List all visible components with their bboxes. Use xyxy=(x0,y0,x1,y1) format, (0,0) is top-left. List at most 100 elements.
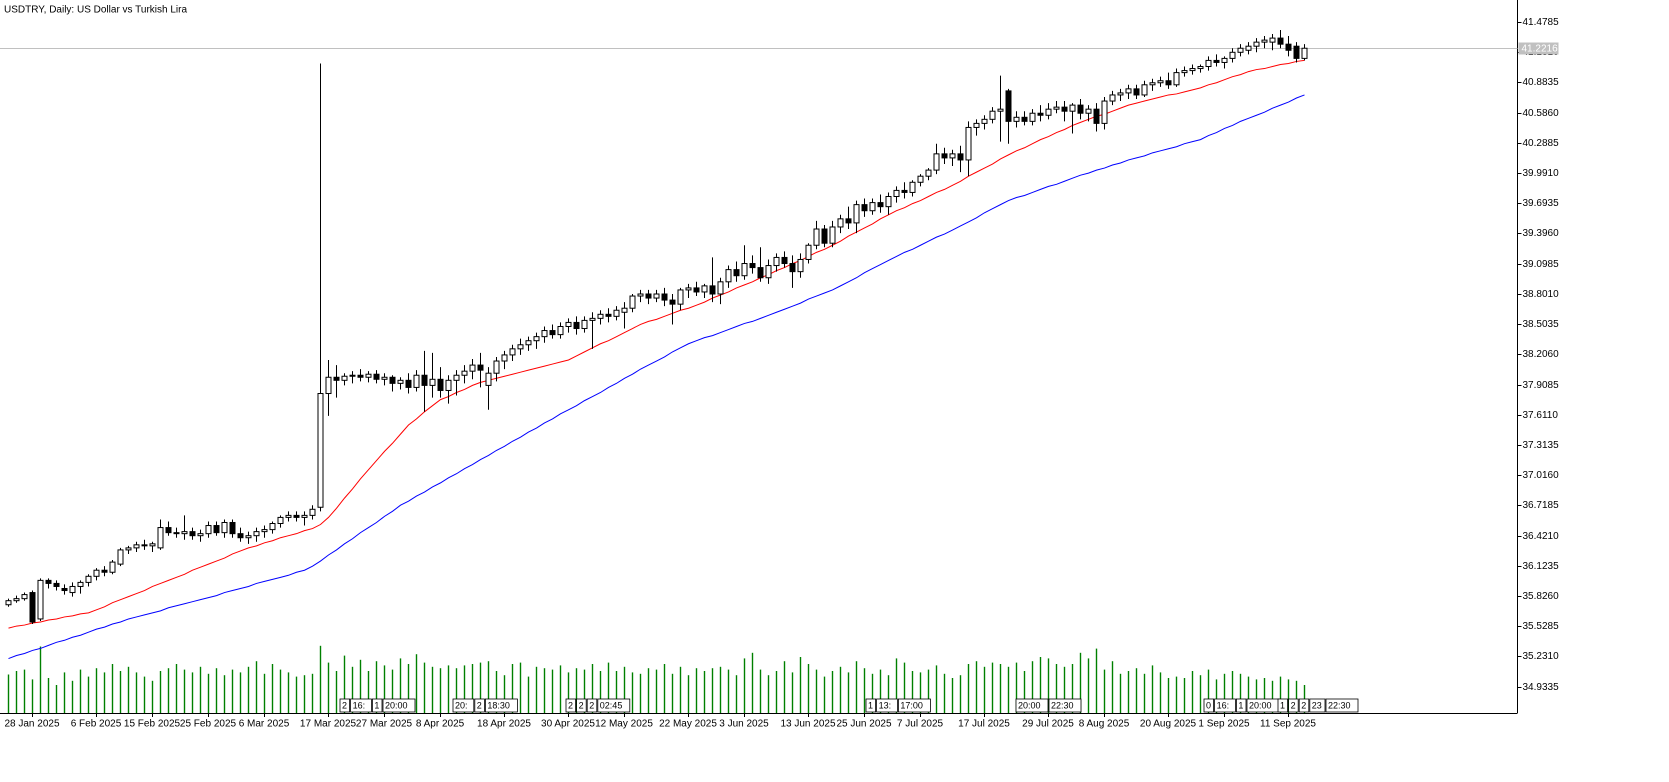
candle-body xyxy=(325,376,332,395)
candle-body xyxy=(333,376,340,381)
y-tick-label: 36.7185 xyxy=(1523,500,1560,511)
event-marker xyxy=(1298,698,1310,713)
candle-body xyxy=(829,226,836,244)
candle-body xyxy=(349,374,356,377)
y-tick-label: 37.9085 xyxy=(1523,380,1560,391)
event-marker xyxy=(597,698,631,713)
candle-body xyxy=(1285,43,1292,51)
y-tick-label: 40.2885 xyxy=(1523,138,1560,149)
event-marker xyxy=(1236,698,1247,713)
candle-body xyxy=(589,317,596,321)
candle-body xyxy=(29,592,36,623)
x-tick-label: 13 Jun 2025 xyxy=(780,719,835,730)
y-tick-label: 39.0985 xyxy=(1523,259,1560,270)
candle-body xyxy=(1045,108,1052,116)
event-marker xyxy=(350,698,372,713)
ticks: 41.478541.181040.883540.586040.288539.99… xyxy=(0,17,1559,730)
candle-body xyxy=(885,196,892,208)
candle-body xyxy=(941,153,948,159)
y-tick-label: 35.2310 xyxy=(1523,651,1560,662)
candle-body xyxy=(773,256,780,267)
candle-body xyxy=(925,169,932,177)
event-label: 23 xyxy=(1312,700,1322,710)
candle-body xyxy=(845,218,852,224)
event-label: 20:00 xyxy=(1018,700,1041,710)
event-label: 1 xyxy=(1280,700,1285,710)
candle-body xyxy=(749,263,756,269)
candle-body xyxy=(917,175,924,183)
candle-body xyxy=(157,527,164,549)
candle-body xyxy=(1101,100,1108,124)
event-marker xyxy=(484,698,518,713)
event-label: 2 xyxy=(342,700,347,710)
candle-body xyxy=(949,153,956,159)
candle-body xyxy=(1221,57,1228,63)
candle-body xyxy=(477,364,484,371)
candle-body xyxy=(37,579,44,620)
candle-body xyxy=(1005,90,1012,122)
candle-body xyxy=(373,373,380,380)
candle-body xyxy=(741,263,748,277)
candle-body xyxy=(493,360,500,374)
candle-body xyxy=(5,600,12,606)
candle-body xyxy=(485,372,492,386)
last-price-label: 41.2216 xyxy=(1522,44,1559,55)
candle-body xyxy=(653,293,660,299)
candle-body xyxy=(181,531,188,535)
event-label: 16: xyxy=(353,700,366,710)
event-label: 16: xyxy=(1217,700,1230,710)
candle-body xyxy=(525,340,532,346)
candle-body xyxy=(1117,92,1124,96)
candle-body xyxy=(645,293,652,299)
x-tick-label: 7 Jul 2025 xyxy=(897,719,944,730)
y-tick-label: 38.8010 xyxy=(1523,289,1560,300)
candle-body xyxy=(285,514,292,518)
candle-body xyxy=(1181,70,1188,74)
candle-body xyxy=(381,376,388,380)
candle-body xyxy=(517,344,524,350)
candle-body xyxy=(1085,108,1092,114)
candle-body xyxy=(701,285,708,293)
candle-body xyxy=(789,263,796,273)
candle-body xyxy=(341,375,348,381)
candle-body xyxy=(173,532,180,535)
chart-title: USDTRY, Daily: US Dollar vs Turkish Lira xyxy=(4,5,187,16)
candle-body xyxy=(1189,68,1196,72)
event-label: 2 xyxy=(1301,700,1306,710)
event-label: 0 xyxy=(1206,700,1211,710)
event-label: 1 xyxy=(1238,700,1243,710)
event-marker xyxy=(865,698,877,713)
candle-body xyxy=(909,181,916,193)
event-label: 13: xyxy=(879,700,892,710)
candle-body xyxy=(437,378,444,391)
x-tick-label: 22 May 2025 xyxy=(659,719,717,730)
y-tick-label: 38.5035 xyxy=(1523,319,1560,330)
moving-average xyxy=(8,94,1305,660)
candle-body xyxy=(1165,80,1172,86)
candle-body xyxy=(1157,80,1164,84)
candle-body xyxy=(677,289,684,305)
x-tick-label: 8 Apr 2025 xyxy=(416,719,465,730)
candle-body xyxy=(141,544,148,547)
candle-body xyxy=(1229,51,1236,59)
candle-body xyxy=(1213,59,1220,63)
candle-body xyxy=(45,579,52,584)
x-tick-label: 1 Sep 2025 xyxy=(1198,719,1250,730)
candle-body xyxy=(1253,41,1260,47)
candle-body xyxy=(1293,45,1300,59)
event-layer: 2 16: 1 20:00 20: 2 18:30 2 2 2 02:45 1 13: 17:00 20:0… xyxy=(339,698,1359,713)
candle-body xyxy=(573,321,580,330)
candle-body xyxy=(413,374,420,388)
candle-body xyxy=(253,531,260,537)
candle-body xyxy=(733,269,740,277)
event-label: 20:00 xyxy=(1249,700,1272,710)
candle-body xyxy=(621,307,628,313)
candle-body xyxy=(93,569,100,577)
candle-body xyxy=(501,354,508,362)
event-label: 20: xyxy=(455,700,468,710)
candle-body xyxy=(1141,84,1148,96)
candle-body xyxy=(1133,88,1140,96)
candle-body xyxy=(293,514,300,518)
candle-body xyxy=(405,379,412,388)
